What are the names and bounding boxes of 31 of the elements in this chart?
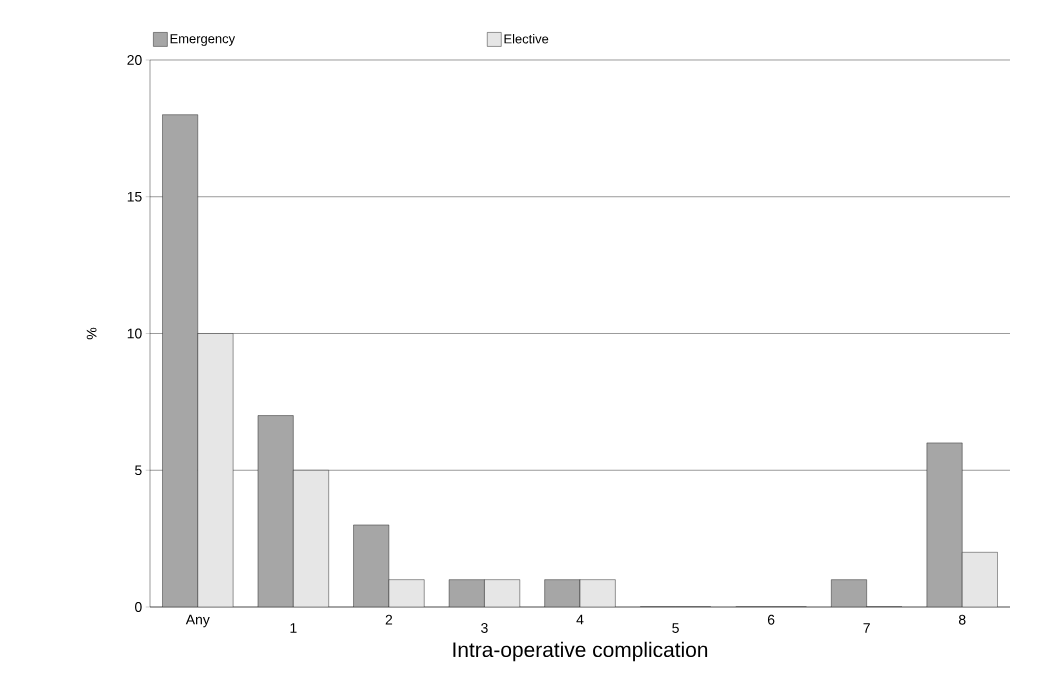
legend-label: Elective [504,33,549,44]
y-axis-title: % [86,327,97,340]
x-tick-label: 2 [385,614,393,625]
bar [197,333,234,607]
x-tick-label: 3 [481,623,488,633]
bar [926,442,963,607]
x-tick-label: 5 [672,623,679,633]
y-tick-label: 20 [127,55,142,65]
y-tick-label: 5 [135,465,142,476]
bar [448,579,485,607]
bar [353,524,390,607]
bar [293,470,329,607]
x-tick-label: 6 [767,614,775,625]
x-axis-title: Intra-operative complication [453,641,708,662]
y-tick-label: 15 [127,191,142,202]
bar [162,114,198,607]
legend-label: Emergency [170,34,236,46]
bar [831,579,867,607]
bar [544,579,581,607]
bar [484,579,520,607]
x-tick-label: 7 [863,623,870,633]
bar [388,579,425,607]
y-tick-label: 0 [135,602,142,612]
x-tick-label: Any [185,614,210,628]
bar [257,415,294,607]
x-tick-label: 1 [290,623,297,633]
x-tick-label: 8 [958,614,966,625]
y-tick-label: 10 [127,328,142,339]
x-tick-label: 4 [576,614,584,625]
bar [579,579,616,607]
bar [962,552,998,607]
